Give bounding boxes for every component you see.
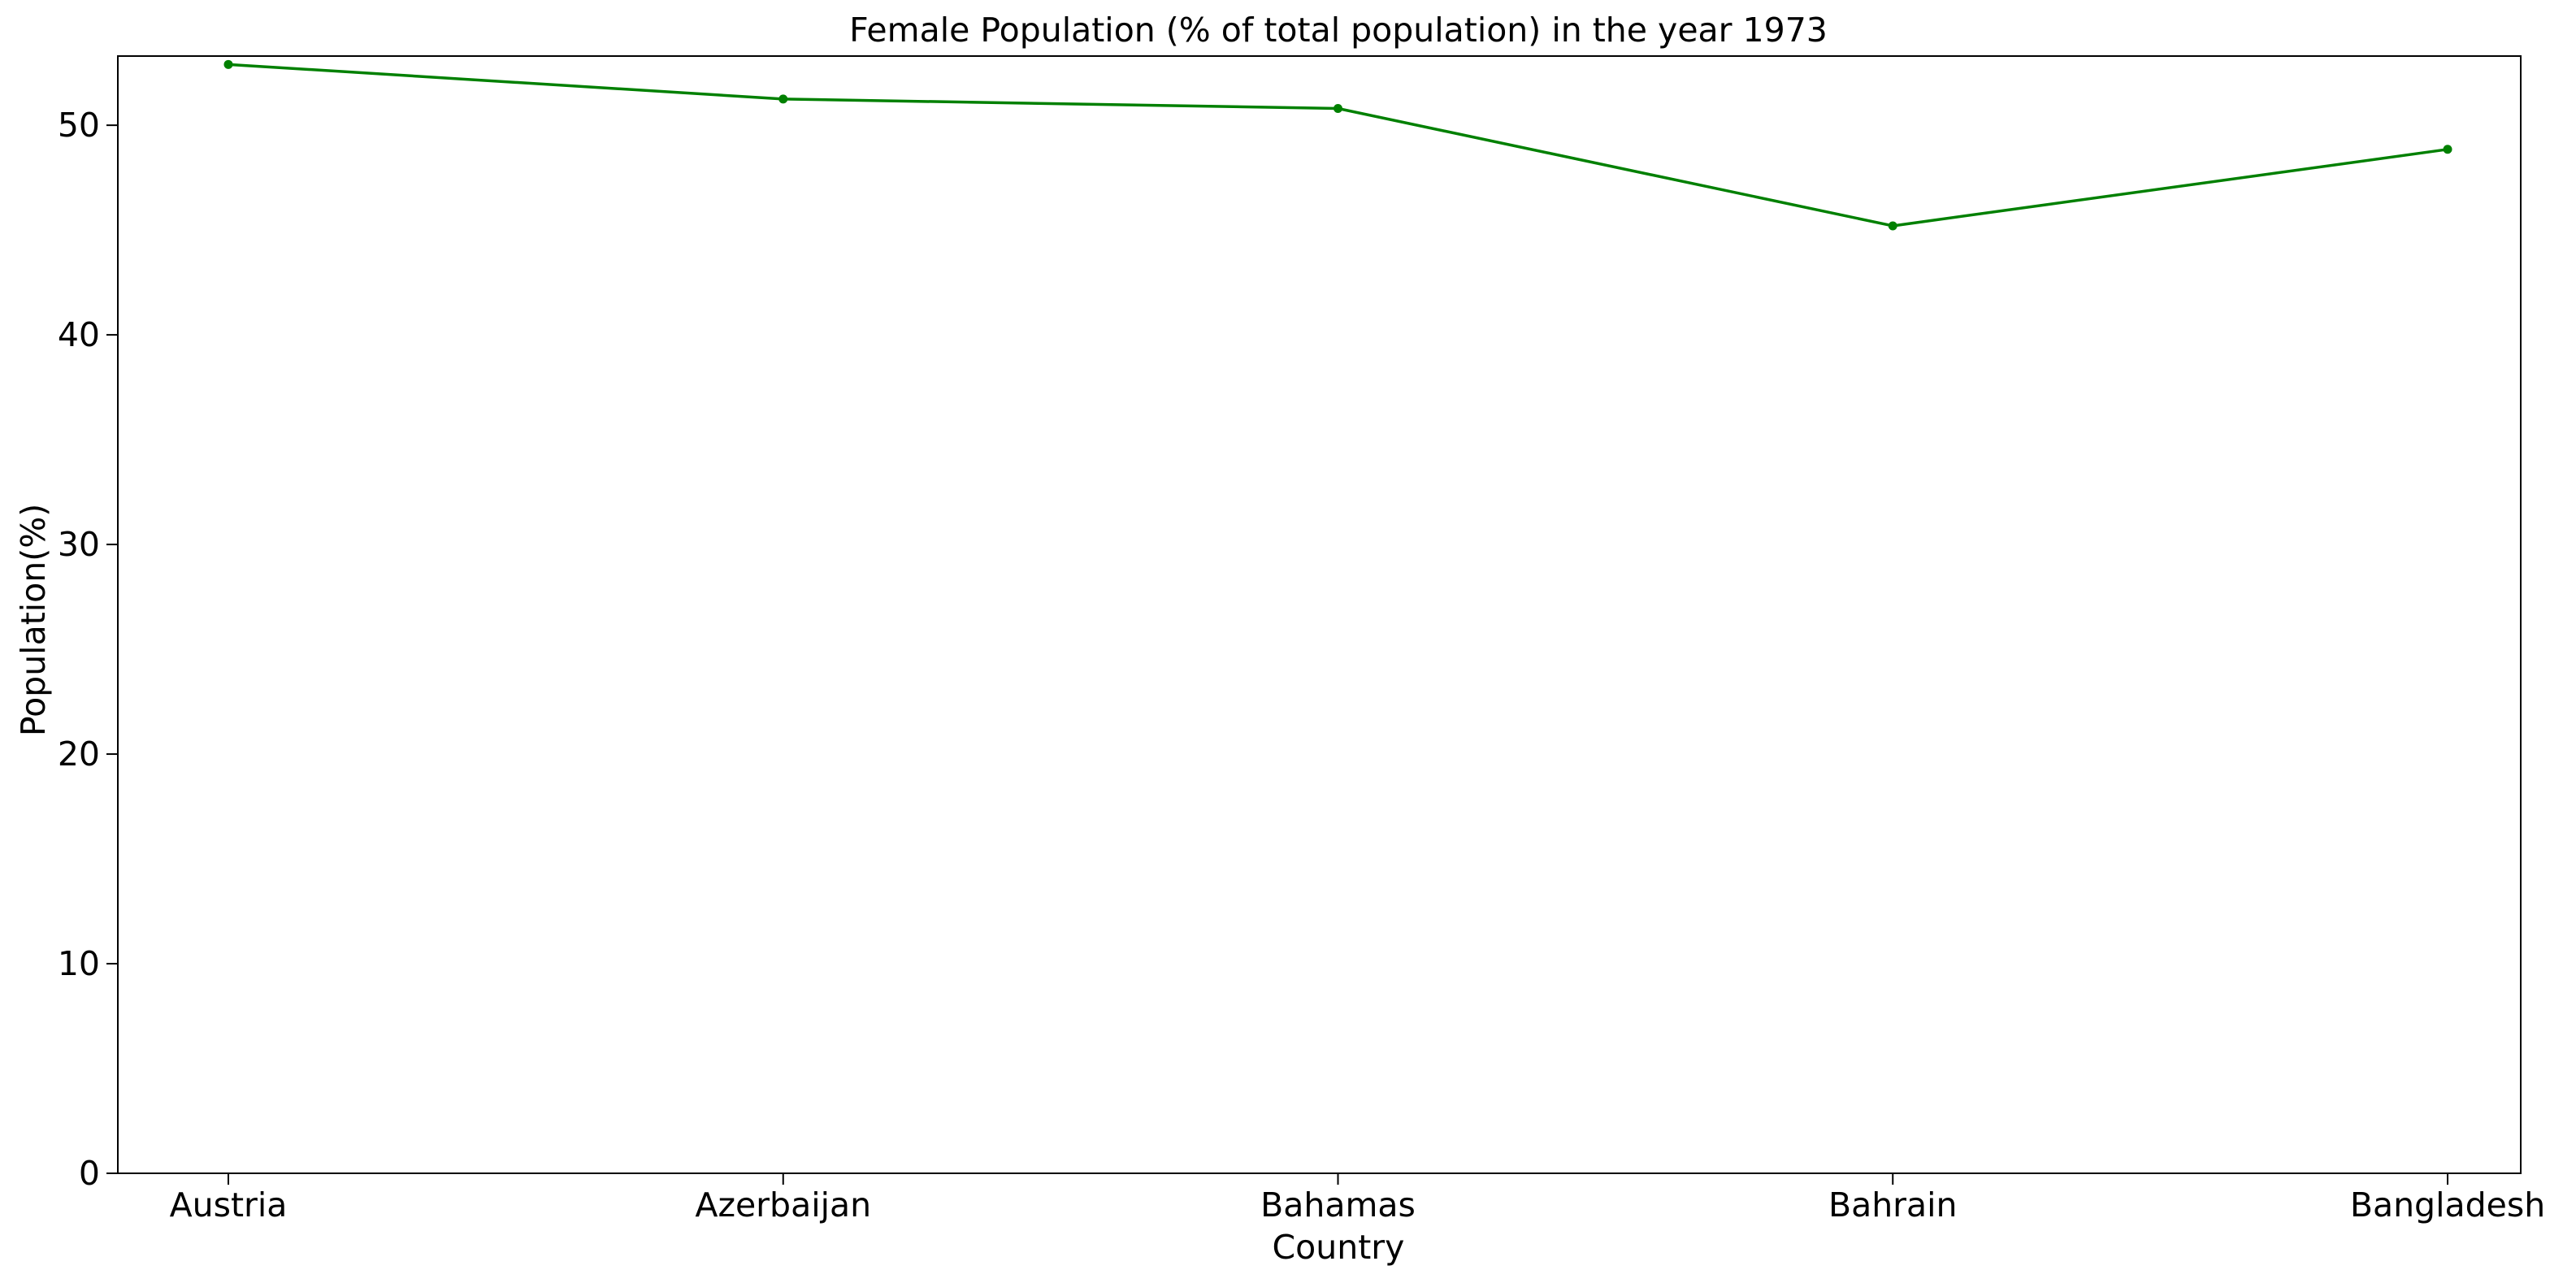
- x-axis-label: Country: [1273, 1228, 1405, 1267]
- y-tick-label: 20: [58, 735, 100, 774]
- data-point: [1334, 103, 1342, 113]
- y-tick-label: 40: [58, 315, 100, 354]
- x-tick-label: Azerbaijan: [695, 1185, 871, 1224]
- y-tick-label: 30: [58, 525, 100, 564]
- y-tick-label: 10: [58, 944, 100, 983]
- x-tick-label: Austria: [170, 1185, 288, 1224]
- series-line: [227, 63, 2449, 228]
- plot-frame: [117, 55, 2522, 1174]
- x-axis-ticks: Austria Azerbaijan Bahamas Bahrain Banglades…: [170, 1173, 2545, 1224]
- x-tick-label: Bahamas: [1260, 1185, 1416, 1224]
- series-layer: [223, 59, 2452, 231]
- x-tick-label: Bangladesh: [2350, 1185, 2545, 1224]
- data-point: [223, 59, 233, 69]
- chart-title: Female Population (% of total population…: [849, 11, 1828, 50]
- data-point: [778, 94, 788, 104]
- y-tick-label: 0: [79, 1154, 100, 1193]
- y-axis-ticks: 0 10 20 30 40 50: [58, 106, 118, 1193]
- x-tick-label: Bahrain: [1828, 1185, 1958, 1224]
- data-point: [1888, 221, 1897, 231]
- y-tick-label: 50: [58, 106, 100, 145]
- data-point: [2443, 145, 2452, 154]
- y-axis-label: Population(%): [14, 504, 53, 736]
